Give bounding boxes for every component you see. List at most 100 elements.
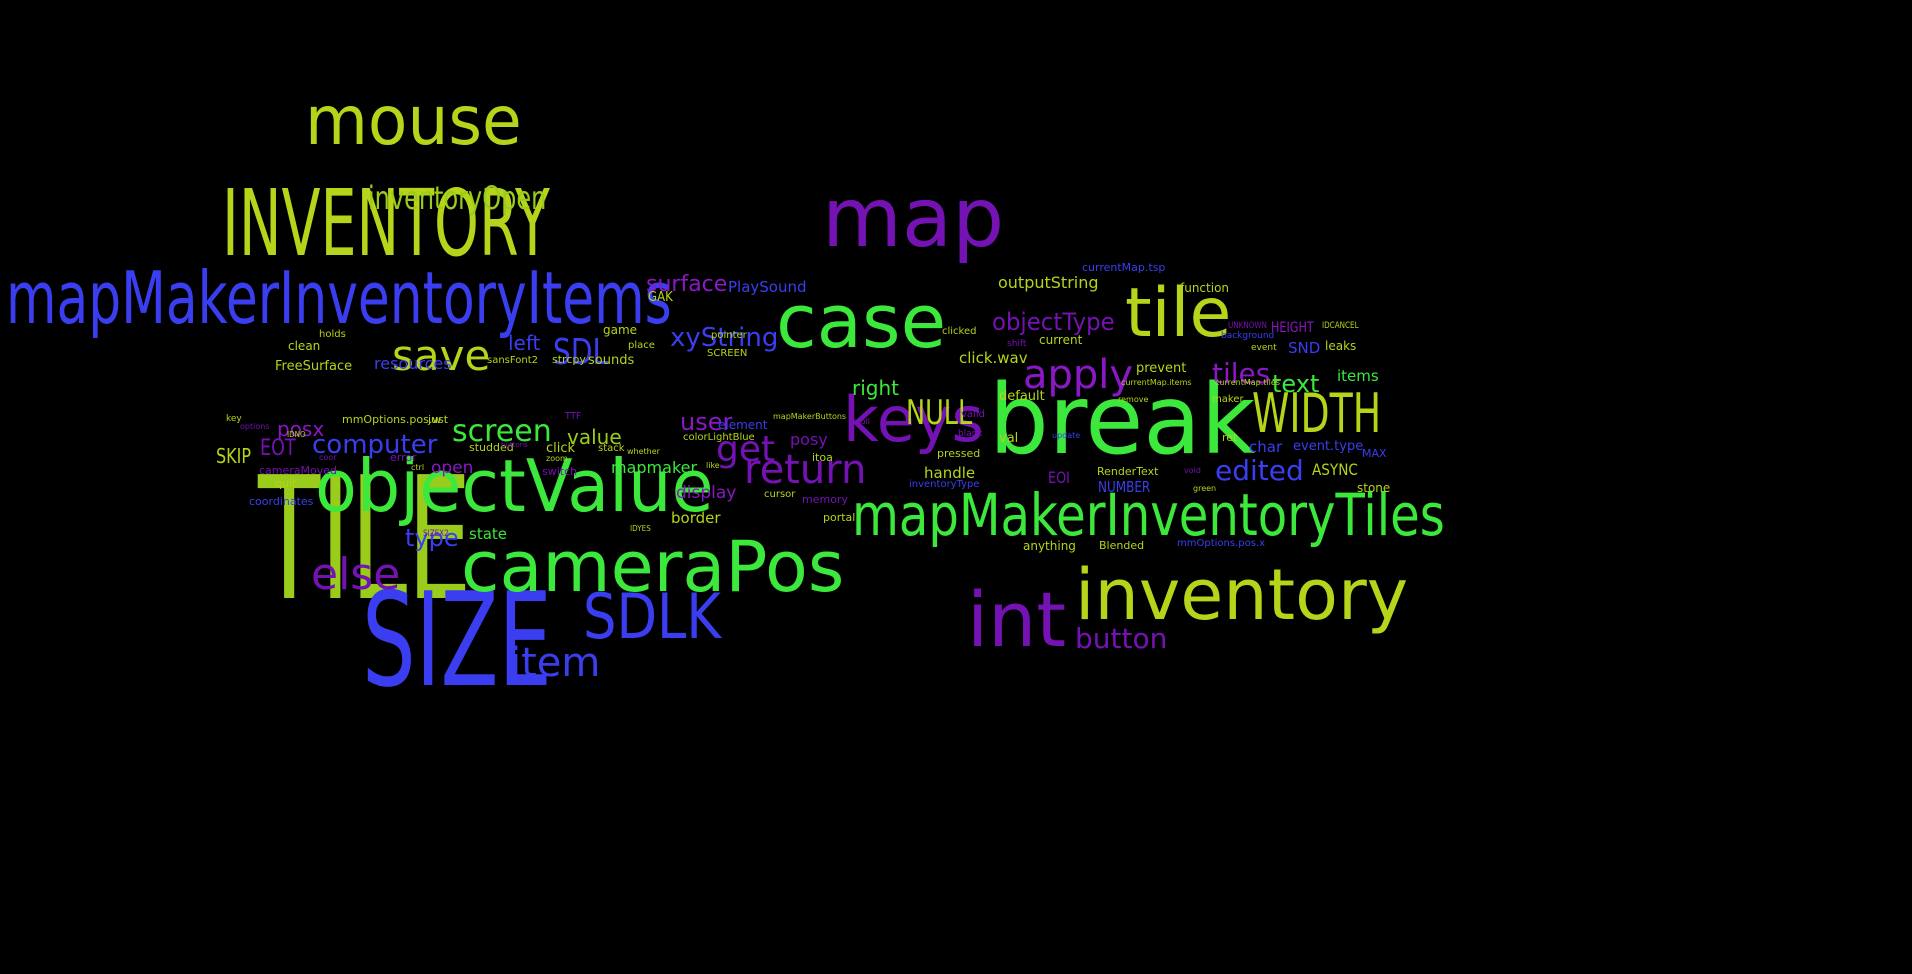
word-cloud-word: leaks [1325, 339, 1357, 353]
word-cloud-word: mmOptions.pos.x [1177, 538, 1266, 549]
word-cloud-word: case [776, 279, 947, 365]
word-cloud-word: game [603, 323, 638, 337]
word-cloud-word: current [1039, 333, 1083, 347]
word-cloud-word: pointer [711, 330, 747, 341]
word-cloud-word: green [1193, 484, 1217, 493]
word-cloud-word: event [1251, 343, 1277, 353]
word-cloud-word: background [1221, 331, 1275, 341]
word-cloud-word: map [822, 171, 1005, 266]
word-cloud-word: prevent [1136, 361, 1187, 376]
word-cloud-word: holds [319, 329, 346, 340]
word-cloud-word: SND [1288, 339, 1321, 357]
word-cloud-word: objectType [992, 308, 1115, 336]
word-cloud-word: sounds [588, 353, 635, 368]
word-cloud-word: buttons [501, 441, 528, 449]
word-cloud-word: mmOptions.pos.w [342, 413, 442, 426]
word-cloud-word: mapMakerInventoryItems [6, 256, 672, 340]
word-cloud-word: type [405, 524, 459, 552]
word-cloud-word: error [390, 451, 417, 464]
word-cloud-word: itoa [812, 451, 833, 464]
word-cloud-word: currentMap.tsp [1082, 261, 1166, 274]
word-cloud-word: resources [374, 354, 452, 373]
word-cloud-word: pressed [937, 447, 981, 460]
word-cloud-word: zoom [546, 454, 568, 463]
word-cloud-word: state [469, 525, 507, 543]
word-cloud-word: tile [1125, 274, 1232, 353]
word-cloud-word: maker [1212, 394, 1244, 405]
word-cloud-word: inventory [1075, 554, 1409, 636]
word-cloud-word: place [628, 340, 655, 351]
word-cloud-word: HEIGHT [1271, 320, 1314, 336]
word-cloud-word: quit [275, 477, 297, 490]
word-cloud-word: currentMap.tiles [1215, 378, 1280, 387]
word-cloud-word: UNKNOWN [1228, 321, 1267, 331]
word-cloud-word: coor [319, 453, 337, 462]
word-cloud-word: memory [802, 493, 848, 506]
word-cloud-word: IDYES [630, 524, 651, 533]
word-cloud-word: NULL [906, 393, 973, 433]
word-cloud-word: whether [627, 447, 660, 456]
word-cloud-word: default [999, 389, 1045, 404]
word-cloud-word: mapMakerButtons [773, 412, 847, 421]
word-cloud-word: inventoryType [909, 479, 980, 490]
word-cloud-word: RenderText [1097, 465, 1159, 478]
word-cloud-word: else [311, 549, 401, 600]
word-cloud-word: remove [1118, 395, 1149, 404]
word-cloud-word: stack [598, 443, 625, 454]
word-cloud-word: blank [958, 429, 983, 439]
word-cloud-word: SIZEX2 [423, 529, 449, 539]
word-cloud-word: save [392, 331, 491, 380]
word-cloud-word: left [508, 331, 541, 355]
word-cloud-word: IDNO [287, 430, 306, 439]
word-cloud-word: open [431, 458, 474, 478]
word-cloud-word: button [1075, 622, 1168, 655]
word-cloud-word: items [1337, 367, 1379, 385]
word-cloud-word: SDLK [583, 580, 721, 653]
word-cloud-word: cameraPos [461, 526, 845, 608]
word-cloud-word: ctrl [411, 463, 425, 472]
word-cloud-word: anything [1023, 539, 1076, 553]
word-cloud-word: colorLightBlue [683, 432, 755, 443]
word-cloud-word: edited [1215, 454, 1304, 487]
word-cloud-word: break [989, 364, 1256, 476]
word-cloud-word: studded [469, 441, 514, 454]
word-cloud-word: mouse [305, 82, 522, 161]
word-cloud-word: void [1184, 466, 1201, 475]
word-cloud-word: switch [542, 465, 578, 478]
word-cloud-word: SIZE [362, 564, 552, 716]
word-cloud-word: objectValue [315, 444, 714, 528]
word-cloud-word: portal [823, 511, 856, 524]
word-cloud-word: TTF [565, 411, 582, 422]
word-cloud-word: coordinates [249, 495, 314, 508]
word-cloud-word: display [676, 483, 737, 503]
word-cloud-word: stone [1357, 481, 1391, 495]
word-cloud-word: options [240, 422, 270, 431]
word-cloud-word: posx [277, 417, 325, 441]
word-cloud-word: item [510, 640, 601, 686]
word-cloud-word: get [716, 429, 776, 470]
word-cloud-word: just [428, 413, 449, 426]
word-cloud-word: event.type [1293, 439, 1364, 454]
word-cloud-word: posy [790, 430, 828, 449]
word-cloud-word: like [706, 461, 720, 470]
word-cloud-word: SKIP [216, 444, 252, 468]
word-cloud-word: ASYNC [1312, 460, 1358, 479]
word-cloud-word: mapMakerInventoryTiles [852, 481, 1445, 549]
word-cloud-word: currentMap.items [1121, 378, 1192, 387]
word-cloud-word: border [671, 509, 721, 527]
word-cloud-word: user [680, 408, 733, 436]
word-cloud-word: xyString [670, 323, 779, 353]
word-cloud-word: MAX [1362, 447, 1387, 460]
word-cloud-word: INVENTORY [222, 170, 550, 277]
word-cloud-word: outputString [998, 273, 1099, 292]
word-cloud-word: SDL [553, 332, 609, 373]
word-cloud-word: apply [1023, 352, 1134, 398]
word-cloud-word: keys [843, 383, 984, 456]
word-cloud-word: value [567, 425, 622, 449]
word-cloud-word: strcpy [552, 353, 586, 366]
word-cloud-word: tiles [1212, 357, 1271, 390]
word-cloud-word: inventoryOpen [368, 179, 547, 217]
word-cloud-word: PlaySound [728, 278, 807, 296]
word-cloud-word: NUMBER [1098, 478, 1151, 496]
